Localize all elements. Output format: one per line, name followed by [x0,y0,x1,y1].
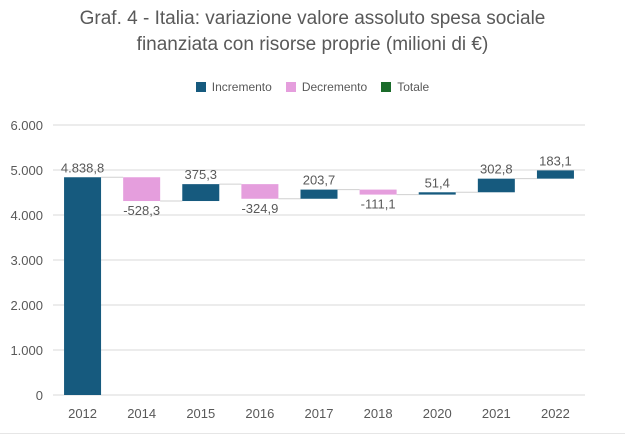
connector-lines [101,176,537,202]
data-label-2016: -324,9 [241,201,278,216]
x-tick-label-2021: 2021 [482,406,511,421]
legend-label-decremento: Decremento [301,80,368,94]
chart-title: Graf. 4 - Italia: variazione valore asso… [0,6,625,58]
bar-2016 [241,184,279,199]
chart-legend: Incremento Decremento Totale [0,80,625,94]
legend-swatch-incremento [195,82,206,92]
data-labels: 4.838,8 -528,3 375,3 -324,9 203,7 -111,1 51,4 3… [61,153,572,218]
data-label-2012: 4.838,8 [61,160,104,175]
legend-item-decremento: Decremento [285,80,368,94]
y-tick-label: 6.000 [10,118,43,133]
data-label-2014: -528,3 [123,203,160,218]
x-tick-label-2020: 2020 [423,406,452,421]
x-tick-label-2018: 2018 [364,406,393,421]
chart-title-line-1: Graf. 4 - Italia: variazione valore asso… [79,8,546,29]
bar-2017 [300,189,338,199]
legend-item-totale: Totale [381,80,429,94]
legend-item-incremento: Incremento [195,80,272,94]
data-label-2021: 302,8 [480,162,513,177]
data-label-2020: 51,4 [425,175,450,190]
bar-2018 [359,189,397,195]
bar-2012 [64,177,102,395]
y-tick-label: 1.000 [10,343,43,358]
x-tick-label-2016: 2016 [245,406,274,421]
y-axis: 0 1.000 2.000 3.000 4.000 5.000 6.000 [10,118,43,403]
legend-label-incremento: Incremento [211,80,272,94]
x-tick-label-2017: 2017 [305,406,334,421]
data-label-2022: 183,1 [539,153,572,168]
x-tick-label-2012: 2012 [68,406,97,421]
bar-2022 [536,170,574,179]
x-tick-label-2015: 2015 [186,406,215,421]
gridlines [53,124,585,396]
legend-label-totale: Totale [397,80,430,94]
bar-2015 [182,184,220,202]
chart-title-line-2: finanziata con risorse proprie (milioni … [136,34,489,55]
y-tick-label: 3.000 [10,253,43,268]
y-tick-label: 5.000 [10,163,43,178]
bars [64,170,574,395]
data-label-2017: 203,7 [303,173,336,188]
y-tick-label: 2.000 [10,298,43,313]
x-tick-label-2014: 2014 [127,406,156,421]
data-label-2015: 375,3 [185,167,218,182]
x-axis: 2012 2014 2015 2016 2017 2018 2020 2021 2022 [68,406,570,421]
bar-2020 [418,192,456,195]
y-tick-label: 0 [36,388,43,403]
bar-2021 [477,178,515,193]
y-tick-label: 4.000 [10,208,43,223]
legend-swatch-totale [381,82,392,92]
x-tick-label-2022: 2022 [541,406,570,421]
data-label-2018: -111,1 [361,197,396,212]
bar-2014 [123,177,161,202]
legend-swatch-decremento [285,82,296,92]
